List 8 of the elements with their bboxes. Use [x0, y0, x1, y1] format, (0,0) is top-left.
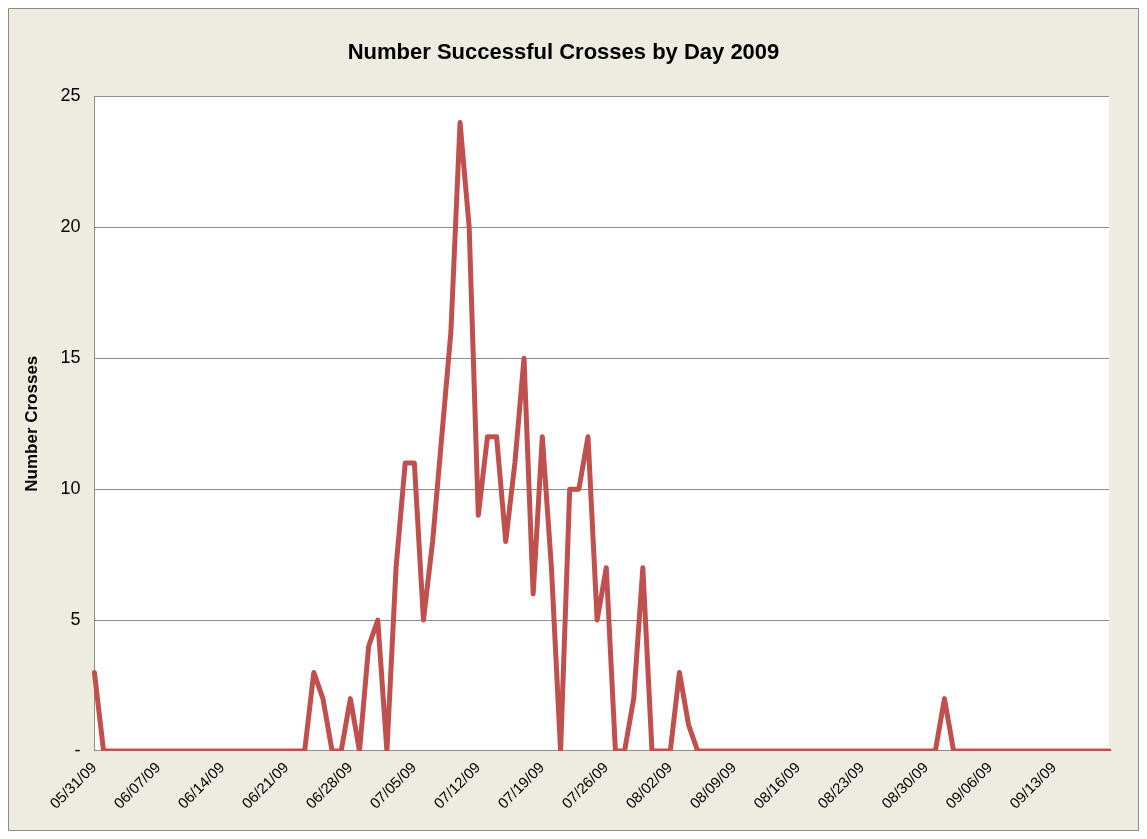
y-axis-title: Number Crosses — [21, 355, 41, 492]
y-tick-label: - — [74, 739, 81, 760]
y-tick-label: 20 — [60, 216, 81, 237]
y-tick-label: 25 — [60, 85, 81, 106]
chart-title: Number Successful Crosses by Day 2009 — [347, 39, 780, 65]
y-tick-label: 15 — [60, 347, 81, 368]
y-tick-label: 5 — [70, 609, 81, 630]
y-tick-label: 10 — [60, 478, 81, 499]
